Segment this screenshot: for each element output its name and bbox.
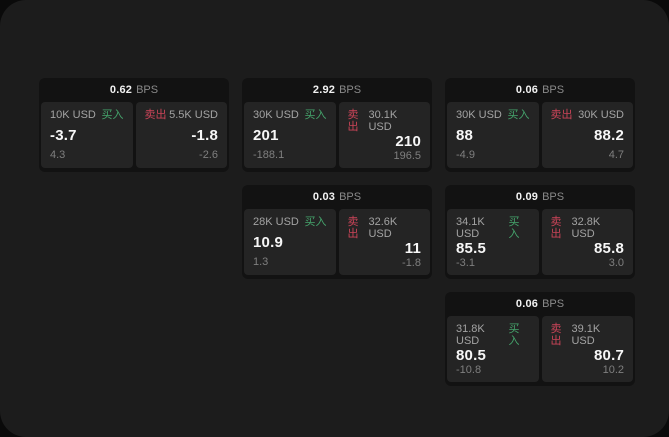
quote-panels: 28K USD 买入 10.9 1.3 卖出 32.6K USD 11 -1.8 [242,209,432,277]
buy-side-label: 买入 [507,109,530,121]
sell-price: 88.2 [594,126,624,144]
sell-panel[interactable]: 卖出 39.1K USD 80.7 10.2 [541,316,633,382]
sell-price: 11 [404,240,421,257]
buy-secondary-value: -3.1 [456,257,475,269]
sell-panel[interactable]: 卖出 5.5K USD -1.8 -2.6 [135,102,227,168]
buy-amount: 31.8K USD [456,323,485,347]
quote-panels: 30K USD 买入 201 -188.1 卖出 30.1K USD 210 1… [242,102,432,170]
bps-unit-label: BPS [542,298,565,310]
sell-side-label: 卖出 [550,323,562,347]
buy-amount: 10K USD [50,109,96,121]
sell-panel[interactable]: 卖出 30.1K USD 210 196.5 [338,102,430,168]
sell-secondary-value: -1.8 [402,257,421,269]
buy-side-label: 买入 [304,109,327,121]
sell-secondary-value: 4.7 [608,149,624,161]
sell-secondary-value: 3.0 [608,257,624,269]
bps-unit-label: BPS [542,191,565,203]
sell-amount: 30.1K USD [368,109,398,133]
card-header: 0.06 BPS [445,78,635,102]
bps-unit-label: BPS [542,84,565,96]
buy-side-label: 买入 [508,216,520,240]
card-header: 2.92 BPS [242,78,432,102]
sell-side-label: 卖出 [550,216,562,240]
buy-secondary-value: 1.3 [253,256,269,268]
card-header: 0.62 BPS [39,78,229,102]
bps-value: 0.06 [515,84,539,96]
buy-amount: 34.1K USD [456,216,485,240]
quote-panels: 30K USD 买入 88 -4.9 卖出 30K USD 88.2 4.7 [445,102,635,170]
buy-secondary-value: 4.3 [50,149,66,161]
buy-price: -3.7 [50,126,77,144]
buy-side-label: 买入 [508,323,520,347]
buy-side-label: 买入 [101,109,124,121]
card-header: 0.03 BPS [242,185,432,209]
buy-panel[interactable]: 31.8K USD 买入 80.5 -10.8 [447,316,539,382]
bps-unit-label: BPS [136,84,159,96]
sell-panel[interactable]: 卖出 32.8K USD 85.8 3.0 [541,209,633,275]
buy-secondary-value: -188.1 [253,149,285,161]
quote-card: 0.03 BPS 28K USD 买入 10.9 1.3 卖出 32.6K US… [242,185,432,279]
sell-price: 80.7 [594,347,624,364]
sell-price: 85.8 [594,240,624,257]
bps-value: 0.62 [109,84,133,96]
buy-price: 201 [253,126,279,144]
sell-side-label: 卖出 [347,216,359,240]
sell-panel[interactable]: 卖出 32.6K USD 11 -1.8 [338,209,430,275]
quote-card: 0.62 BPS 10K USD 买入 -3.7 4.3 卖出 5.5K USD… [39,78,229,172]
bps-unit-label: BPS [339,191,362,203]
quote-card: 0.09 BPS 34.1K USD 买入 85.5 -3.1 卖出 32.8K… [445,185,635,279]
buy-panel[interactable]: 28K USD 买入 10.9 1.3 [244,209,336,275]
quote-card: 0.06 BPS 30K USD 买入 88 -4.9 卖出 30K USD 8… [445,78,635,172]
sell-side-label: 卖出 [550,109,573,121]
buy-price: 10.9 [253,233,283,251]
card-header: 0.06 BPS [445,292,635,316]
sell-panel[interactable]: 卖出 30K USD 88.2 4.7 [541,102,633,168]
buy-panel[interactable]: 10K USD 买入 -3.7 4.3 [41,102,133,168]
buy-amount: 30K USD [456,109,502,121]
buy-secondary-value: -4.9 [456,149,475,161]
buy-amount: 28K USD [253,216,299,228]
sell-amount: 32.6K USD [368,216,398,240]
sell-side-label: 卖出 [347,109,359,133]
buy-panel[interactable]: 34.1K USD 买入 85.5 -3.1 [447,209,539,275]
bps-value: 2.92 [312,84,336,96]
quote-panels: 34.1K USD 买入 85.5 -3.1 卖出 32.8K USD 85.8… [445,209,635,277]
buy-price: 80.5 [456,347,486,364]
sell-price: -1.8 [191,126,218,144]
sell-amount: 5.5K USD [169,109,218,121]
bps-value: 0.09 [515,191,539,203]
buy-price: 88 [456,126,474,144]
quote-panels: 31.8K USD 买入 80.5 -10.8 卖出 39.1K USD 80.… [445,316,635,384]
sell-amount: 32.8K USD [571,216,601,240]
quote-card: 2.92 BPS 30K USD 买入 201 -188.1 卖出 30.1K … [242,78,432,172]
sell-side-label: 卖出 [144,109,167,121]
sell-price: 210 [395,133,421,150]
quote-card: 0.06 BPS 31.8K USD 买入 80.5 -10.8 卖出 39.1… [445,292,635,386]
buy-amount: 30K USD [253,109,299,121]
buy-secondary-value: -10.8 [456,364,482,376]
bps-unit-label: BPS [339,84,362,96]
buy-side-label: 买入 [304,216,327,228]
buy-panel[interactable]: 30K USD 买入 201 -188.1 [244,102,336,168]
sell-secondary-value: 10.2 [602,364,624,376]
card-header: 0.09 BPS [445,185,635,209]
bps-value: 0.03 [312,191,336,203]
sell-amount: 39.1K USD [571,323,601,347]
sell-amount: 30K USD [578,109,624,121]
buy-price: 85.5 [456,240,486,257]
buy-panel[interactable]: 30K USD 买入 88 -4.9 [447,102,539,168]
bps-value: 0.06 [515,298,539,310]
sell-secondary-value: -2.6 [199,149,218,161]
sell-secondary-value: 196.5 [393,150,421,162]
quote-panels: 10K USD 买入 -3.7 4.3 卖出 5.5K USD -1.8 -2.… [39,102,229,170]
